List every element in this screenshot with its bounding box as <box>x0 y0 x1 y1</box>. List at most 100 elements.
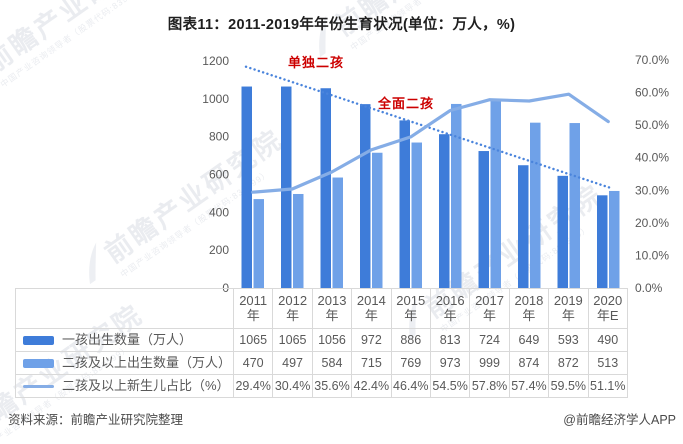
legend-cell: 二孩及以上出生数量（万人） <box>15 351 234 375</box>
bar-first-child <box>597 195 608 288</box>
data-table: 2011 年 2012 年 2013 年 2014 年 2015 年 2016 年 2017 年 2018 年… <box>15 288 629 398</box>
bar-first-child <box>557 175 568 288</box>
footer: 资料来源：前瞻产业研究院整理 @前瞻经济学人APP <box>8 409 676 428</box>
bar-second-child <box>490 99 501 289</box>
table-value-cell: 1056 <box>311 328 353 352</box>
legend-line-swatch-icon <box>23 384 54 388</box>
bar-first-child <box>320 88 331 288</box>
right-axis-tick: 70.0% <box>635 53 669 67</box>
table-value-cell: 513 <box>587 351 629 375</box>
watermark-text: 前瞻产业研究院 <box>99 123 289 269</box>
trendline-dotted <box>244 65 612 189</box>
legend-cell: 二孩及以上新生儿占比（%） <box>15 374 234 398</box>
table-row: 一孩出生数量（万人） 1065 1065 1056 972 886 813 724 649 593… <box>15 328 629 352</box>
table-value-cell: 874 <box>508 351 550 375</box>
bar-second-child <box>372 152 383 288</box>
bar-second-child <box>332 177 343 288</box>
table-value-cell: 29.4% <box>232 374 274 398</box>
table-year-header: 2012 年 <box>272 288 313 329</box>
left-axis-tick: 1200 <box>202 54 229 68</box>
legend-bar-swatch-icon <box>23 358 54 368</box>
chart-plot: 12001000800600400200070.0%60.0%50.0%40.0… <box>202 53 669 292</box>
table-value-cell: 54.5% <box>429 374 471 398</box>
chart-title: 图表11：2011-2019年年份生育状况(单位：万人，%) <box>167 17 516 33</box>
table-value-cell: 649 <box>508 328 550 352</box>
table-value-cell: 59.5% <box>548 374 589 398</box>
left-axis-tick: 200 <box>209 243 229 257</box>
right-axis-tick: 20.0% <box>635 216 669 230</box>
left-axis-tick: 800 <box>209 130 229 144</box>
table-year-header: 2015 年 <box>390 288 431 329</box>
table-year-header: 2020 年E <box>587 288 629 329</box>
bar-first-child <box>281 86 292 288</box>
watermark-subtext: 中国产业咨询领导者（股票代码:839599） <box>118 168 272 280</box>
table-value-cell: 57.8% <box>469 374 510 398</box>
table-value-cell: 42.4% <box>351 374 392 398</box>
table-value-cell: 30.4% <box>272 374 313 398</box>
table-year-header: 2016 年 <box>429 288 471 329</box>
table-value-cell: 886 <box>390 328 431 352</box>
table-corner-cell <box>15 288 234 329</box>
table-value-cell: 972 <box>351 328 392 352</box>
credit-note: @前瞻经济学人APP <box>563 413 676 427</box>
left-axis-tick: 1000 <box>202 92 229 106</box>
bar-second-child <box>411 142 422 288</box>
annotation-quanmian-erhai: 全面二孩 <box>378 96 435 111</box>
table-value-cell: 769 <box>390 351 431 375</box>
left-axis-tick: 600 <box>209 168 229 182</box>
bar-first-child <box>241 86 252 288</box>
table-value-cell: 999 <box>469 351 510 375</box>
table-value-cell: 497 <box>272 351 313 375</box>
legend-label: 二孩及以上新生儿占比（%） <box>62 377 230 393</box>
table-value-cell: 490 <box>587 328 629 352</box>
table-value-cell: 46.4% <box>390 374 431 398</box>
right-axis-tick: 50.0% <box>635 118 669 132</box>
left-axis-tick: 400 <box>209 205 229 219</box>
table-header-row: 2011 年 2012 年 2013 年 2014 年 2015 年 2016 年 2017 年 2018 年… <box>15 288 629 329</box>
table-row: 二孩及以上新生儿占比（%） 29.4% 30.4% 35.6% 42.4% 46.4% 54… <box>15 374 629 398</box>
right-axis-tick: 10.0% <box>635 248 669 262</box>
bar-first-child <box>360 104 371 288</box>
watermark-text: 前瞻产业研究院 <box>0 0 169 79</box>
table-year-header: 2011 年 <box>232 288 274 329</box>
table-value-cell: 57.4% <box>508 374 550 398</box>
bar-second-child <box>293 193 304 288</box>
table-value-cell: 1065 <box>232 328 274 352</box>
watermark: 前瞻产业研究院 中国产业咨询领导者（股票代码:839599） <box>89 123 298 285</box>
table-year-header: 2018 年 <box>508 288 550 329</box>
bar-first-child <box>399 120 410 288</box>
legend-label: 一孩出生数量（万人） <box>62 331 193 347</box>
bar-second-child <box>253 199 264 288</box>
bar-second-child <box>451 103 462 289</box>
table-value-cell: 813 <box>429 328 471 352</box>
legend-label: 二孩及以上出生数量（万人） <box>62 354 232 370</box>
table-value-cell: 593 <box>548 328 589 352</box>
table-value-cell: 973 <box>429 351 471 375</box>
table-year-header: 2013 年 <box>311 288 353 329</box>
bar-second-child <box>530 122 541 288</box>
bar-second-child <box>569 123 580 289</box>
table-value-cell: 872 <box>548 351 589 375</box>
watermark-logo-icon <box>89 242 97 285</box>
table-value-cell: 51.1% <box>587 374 629 398</box>
table-value-cell: 1065 <box>272 328 313 352</box>
table-year-header: 2017 年 <box>469 288 510 329</box>
table-value-cell: 584 <box>311 351 353 375</box>
right-axis-tick: 30.0% <box>635 183 669 197</box>
annotation-dandu-erhai: 单独二孩 <box>288 55 345 70</box>
legend-cell: 一孩出生数量（万人） <box>15 328 234 352</box>
table-year-header: 2019 年 <box>548 288 589 329</box>
legend-bar-swatch-icon <box>23 335 54 345</box>
table-value-cell: 724 <box>469 328 510 352</box>
table-row: 二孩及以上出生数量（万人） 470 497 584 715 769 973 999 874 872… <box>15 351 629 375</box>
bar-second-child <box>609 190 620 288</box>
bar-first-child <box>518 165 529 288</box>
table-value-cell: 715 <box>351 351 392 375</box>
bar-first-child <box>439 134 450 288</box>
right-axis-tick: 60.0% <box>635 86 669 100</box>
right-axis-tick: 0.0% <box>635 281 663 292</box>
source-note: 资料来源：前瞻产业研究院整理 <box>8 413 184 427</box>
table-value-cell: 35.6% <box>311 374 353 398</box>
table-year-header: 2014 年 <box>351 288 392 329</box>
